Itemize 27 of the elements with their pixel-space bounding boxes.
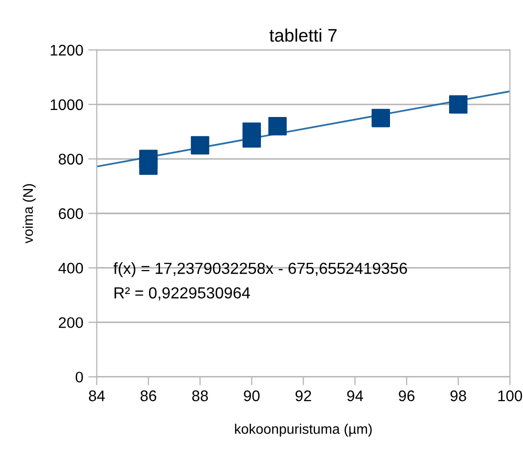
- y-tick-label: 200: [58, 317, 83, 328]
- y-tick-label: 1200: [50, 44, 83, 56]
- x-tick-label: 100: [498, 390, 522, 402]
- x-tick-label: 86: [140, 390, 156, 402]
- y-tick-label: 800: [58, 154, 83, 165]
- x-tick-label: 88: [192, 390, 208, 402]
- x-tick-label: 94: [347, 390, 364, 402]
- point: [268, 117, 287, 136]
- chart-title: tabletti 7: [269, 28, 337, 42]
- y-tick-label: 600: [58, 208, 83, 220]
- annotation: R² = 0,9229530964: [114, 287, 250, 300]
- point: [139, 156, 158, 175]
- x-axis-title: kokoonpuristuma (µm): [235, 424, 372, 437]
- x-tick-label: 90: [244, 390, 260, 402]
- y-tick-label: 1000: [50, 99, 83, 110]
- point: [372, 108, 390, 128]
- point: [242, 129, 261, 148]
- y-tick-label: 0: [76, 372, 83, 383]
- point: [190, 136, 210, 154]
- x-tick-label: 98: [450, 390, 466, 402]
- x-tick-label: 96: [398, 390, 414, 402]
- x-tick-label: 84: [88, 390, 105, 402]
- x-tick-label: 92: [296, 390, 312, 402]
- annotation: f(x) = 17,2379032258x - 675,6552419356: [114, 262, 407, 278]
- y-tick-label: 400: [58, 262, 83, 274]
- y-axis-title: voima (N): [22, 184, 36, 244]
- point: [449, 95, 468, 114]
